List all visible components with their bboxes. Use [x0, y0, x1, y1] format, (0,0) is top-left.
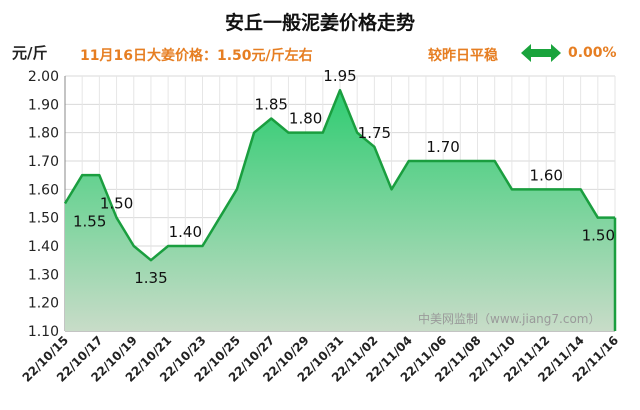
y-tick-label: 1.80 [28, 126, 59, 142]
chart-title: 安丘一般泥姜价格走势 [224, 12, 415, 34]
data-label: 1.70 [426, 138, 459, 156]
y-tick-label: 1.50 [28, 211, 59, 227]
y-tick-label: 1.90 [28, 97, 59, 113]
double-arrow-icon [521, 44, 561, 62]
price-note: 11月16日大姜价格：1.50元/斤左右 [80, 48, 313, 64]
data-label: 1.50 [100, 195, 133, 213]
y-tick-label: 1.40 [28, 239, 59, 255]
y-tick-label: 1.60 [28, 182, 59, 198]
watermark: 中美网监制（www.jiang7.com） [418, 311, 600, 326]
y-tick-label: 1.70 [28, 154, 59, 170]
y-tick-label: 1.30 [28, 267, 59, 283]
data-label: 1.95 [323, 67, 356, 85]
y-tick-label: 2.00 [28, 69, 59, 85]
y-tick-label: 1.20 [28, 296, 59, 312]
y-tick-label: 1.10 [28, 324, 59, 340]
data-label: 1.50 [582, 227, 615, 245]
price-area [65, 90, 615, 332]
data-label: 1.85 [255, 96, 288, 114]
price-line [63, 88, 615, 262]
y-unit-label: 元/斤 [12, 44, 48, 62]
data-label: 1.75 [358, 124, 391, 142]
data-label: 1.40 [169, 223, 202, 241]
compare-label: 较昨日平稳 [428, 48, 498, 64]
data-label: 1.80 [289, 110, 322, 128]
y-tick-labels: 1.10 1.20 1.30 1.40 1.50 1.60 1.70 1.80 1.90 2.00 [28, 69, 59, 340]
area-layer [63, 88, 617, 332]
data-label: 1.35 [134, 269, 167, 287]
change-value: 0.00% [568, 45, 617, 61]
data-label: 1.60 [530, 166, 563, 184]
x-tick-labels: 22/10/1522/10/1722/10/1922/10/2122/10/23… [20, 333, 622, 385]
data-labels: 1.551.501.351.401.851.801.951.751.701.60… [73, 67, 615, 287]
data-label: 1.55 [73, 213, 106, 231]
